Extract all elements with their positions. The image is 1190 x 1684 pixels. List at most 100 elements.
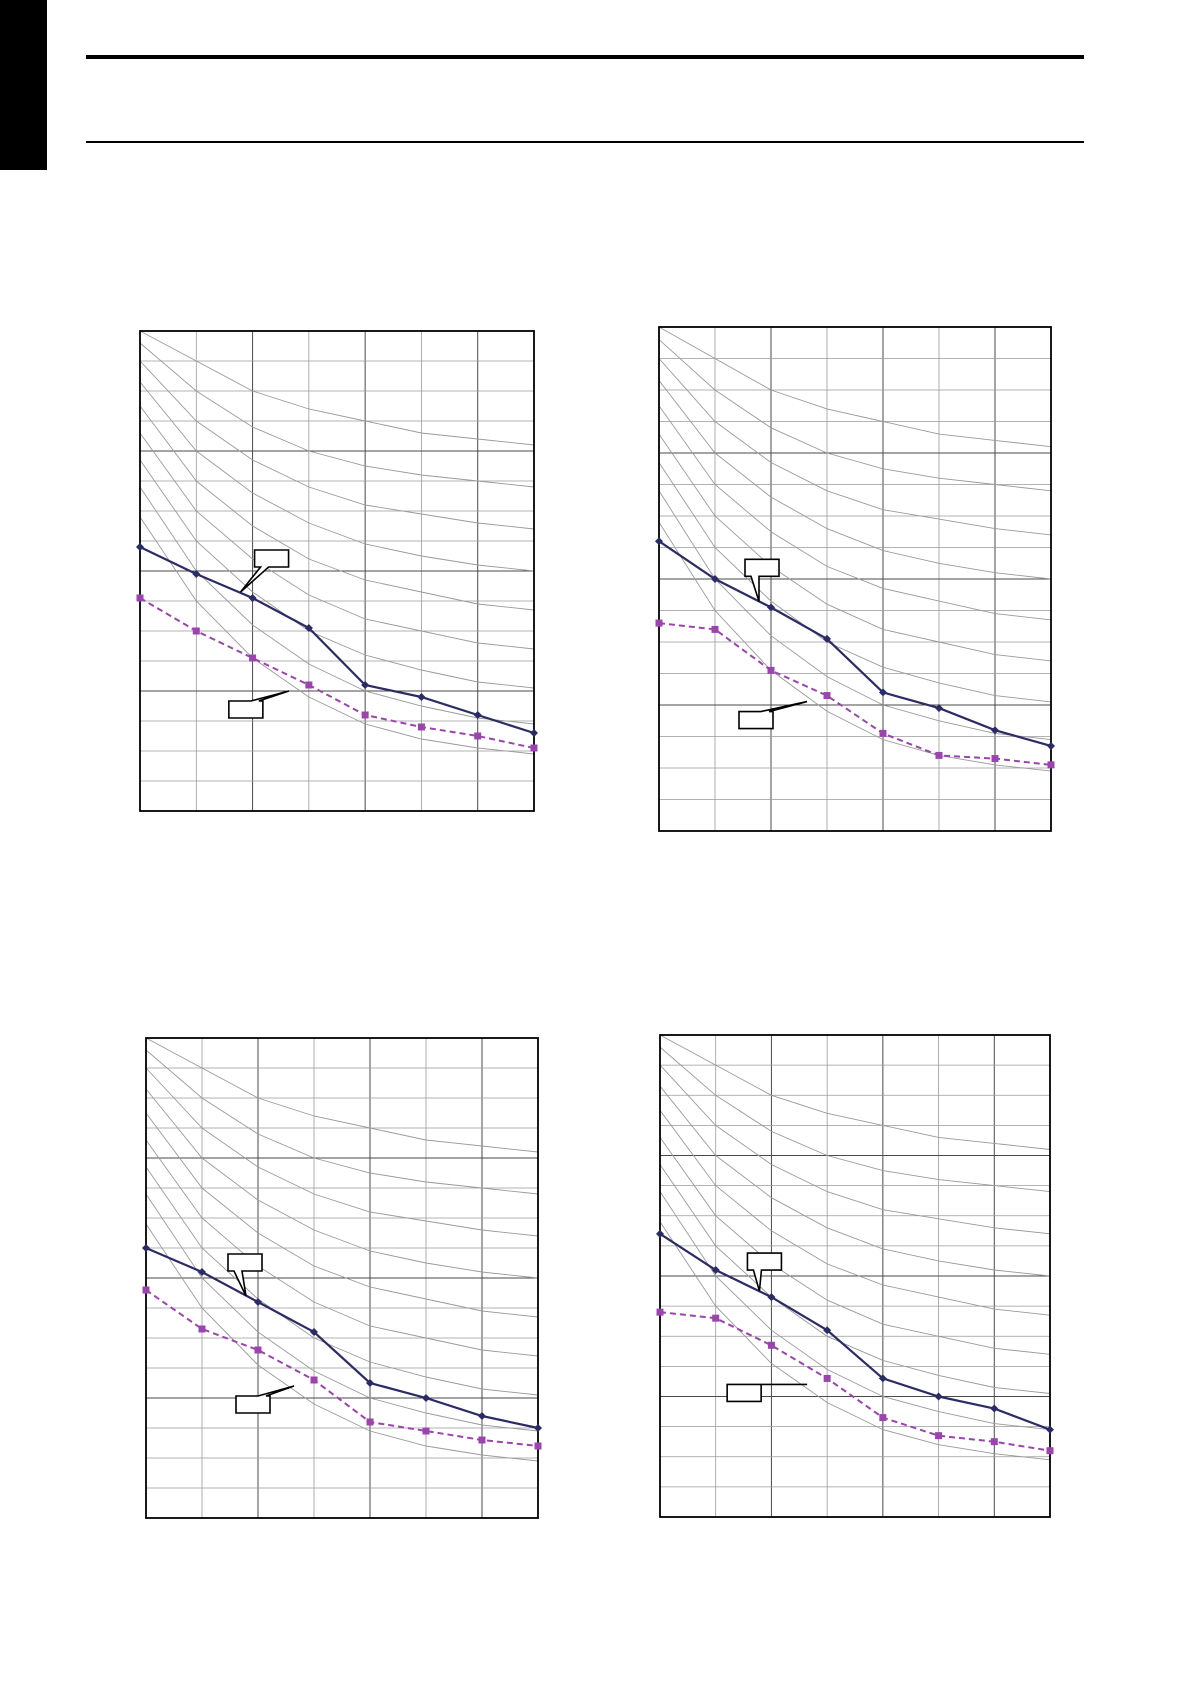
data-point-square xyxy=(422,1427,430,1435)
data-point-diamond xyxy=(304,624,313,632)
reference-curve xyxy=(658,358,1052,536)
series-dashed-line xyxy=(139,597,535,749)
data-point-diamond xyxy=(248,594,257,602)
header-rule-top xyxy=(86,55,1084,59)
callout-label-box xyxy=(738,700,808,730)
data-point-diamond xyxy=(530,729,538,737)
data-point-square xyxy=(534,1442,542,1450)
data-point-square xyxy=(474,732,482,740)
data-point-square xyxy=(249,654,257,662)
data-point-diamond xyxy=(198,1268,206,1276)
reference-curve xyxy=(659,1164,1051,1394)
plot-frame xyxy=(139,330,535,812)
chart-top-left xyxy=(136,330,538,812)
series-dashed-line xyxy=(658,622,1052,766)
data-point-square xyxy=(767,666,775,674)
reference-curve xyxy=(658,405,1052,621)
chart-top-right xyxy=(655,326,1055,832)
data-point-square xyxy=(823,1374,831,1382)
reference-curve xyxy=(659,1191,1051,1431)
plot-frame xyxy=(659,1034,1051,1518)
data-point-diamond xyxy=(422,1394,430,1402)
data-point-diamond xyxy=(711,575,719,583)
data-point-diamond xyxy=(192,570,201,578)
reference-curve xyxy=(145,1193,539,1432)
data-point-diamond xyxy=(473,711,482,719)
data-point-square xyxy=(935,751,943,759)
reference-curve xyxy=(145,1037,539,1153)
data-point-diamond xyxy=(417,693,426,701)
data-point-square xyxy=(530,744,538,752)
data-point-square xyxy=(991,755,999,763)
data-point-diamond xyxy=(534,1424,542,1432)
reference-curve xyxy=(658,339,1052,492)
reference-curve xyxy=(659,1046,1051,1193)
data-point-diamond xyxy=(254,1298,262,1306)
data-point-square xyxy=(361,711,369,719)
reference-curve xyxy=(659,1137,1051,1355)
data-point-square xyxy=(417,723,425,731)
callout-label-box xyxy=(228,690,290,719)
reference-curve xyxy=(145,1112,539,1318)
reference-curve xyxy=(658,326,1052,448)
data-point-diamond xyxy=(823,1326,832,1335)
data-point-square xyxy=(478,1436,486,1444)
callout-label-box xyxy=(744,558,780,602)
plot-frame xyxy=(145,1037,539,1519)
reference-curve xyxy=(145,1166,539,1396)
callout-label-box xyxy=(227,1253,263,1297)
reference-curve xyxy=(658,380,1052,580)
data-point-square xyxy=(254,1346,262,1354)
reference-curve xyxy=(659,1221,1051,1461)
reference-curve xyxy=(139,486,535,725)
series-solid-line xyxy=(659,1232,1051,1431)
series-solid-line xyxy=(139,546,535,735)
reference-curve xyxy=(658,433,1052,662)
reference-curve xyxy=(658,462,1052,703)
data-point-square xyxy=(879,729,887,737)
data-point-diamond xyxy=(366,1379,374,1387)
side-tab xyxy=(0,0,47,170)
reference-curve xyxy=(658,490,1052,741)
data-point-diamond xyxy=(878,1374,887,1383)
data-point-square xyxy=(1047,761,1055,769)
data-point-square xyxy=(656,1308,664,1316)
reference-curve xyxy=(139,459,535,689)
reference-curve xyxy=(145,1067,539,1237)
reference-curve xyxy=(139,405,535,611)
data-point-square xyxy=(655,619,663,627)
reference-curve xyxy=(139,342,535,488)
callout-label-box xyxy=(235,1385,295,1414)
data-point-diamond xyxy=(478,1412,486,1420)
chart-bottom-right xyxy=(656,1034,1054,1518)
series-dashed-line xyxy=(659,1311,1051,1452)
data-point-square xyxy=(711,625,719,633)
series-solid-line xyxy=(145,1246,539,1430)
reference-curve xyxy=(139,516,535,755)
plot-frame xyxy=(658,326,1052,832)
data-point-square xyxy=(192,627,200,635)
data-point-diamond xyxy=(935,704,943,713)
reference-curve xyxy=(659,1085,1051,1277)
data-point-diamond xyxy=(1046,1425,1054,1434)
reference-curve xyxy=(659,1034,1051,1150)
data-point-diamond xyxy=(991,726,999,735)
data-point-diamond xyxy=(934,1392,943,1401)
reference-curve xyxy=(145,1223,539,1462)
data-point-diamond xyxy=(655,537,663,546)
data-point-square xyxy=(305,681,313,689)
chart-bottom-left xyxy=(142,1037,542,1519)
data-point-square xyxy=(136,594,144,602)
reference-curve xyxy=(145,1049,539,1195)
data-point-square xyxy=(990,1438,998,1446)
data-point-diamond xyxy=(310,1328,318,1336)
data-point-square xyxy=(198,1325,206,1333)
reference-curve xyxy=(659,1064,1051,1235)
data-point-square xyxy=(366,1418,374,1426)
data-point-diamond xyxy=(136,543,144,551)
data-point-diamond xyxy=(767,1293,776,1302)
reference-curve xyxy=(145,1139,539,1357)
series-dashed-line xyxy=(145,1289,539,1447)
series-solid-line xyxy=(658,540,1052,747)
data-point-diamond xyxy=(361,681,370,689)
